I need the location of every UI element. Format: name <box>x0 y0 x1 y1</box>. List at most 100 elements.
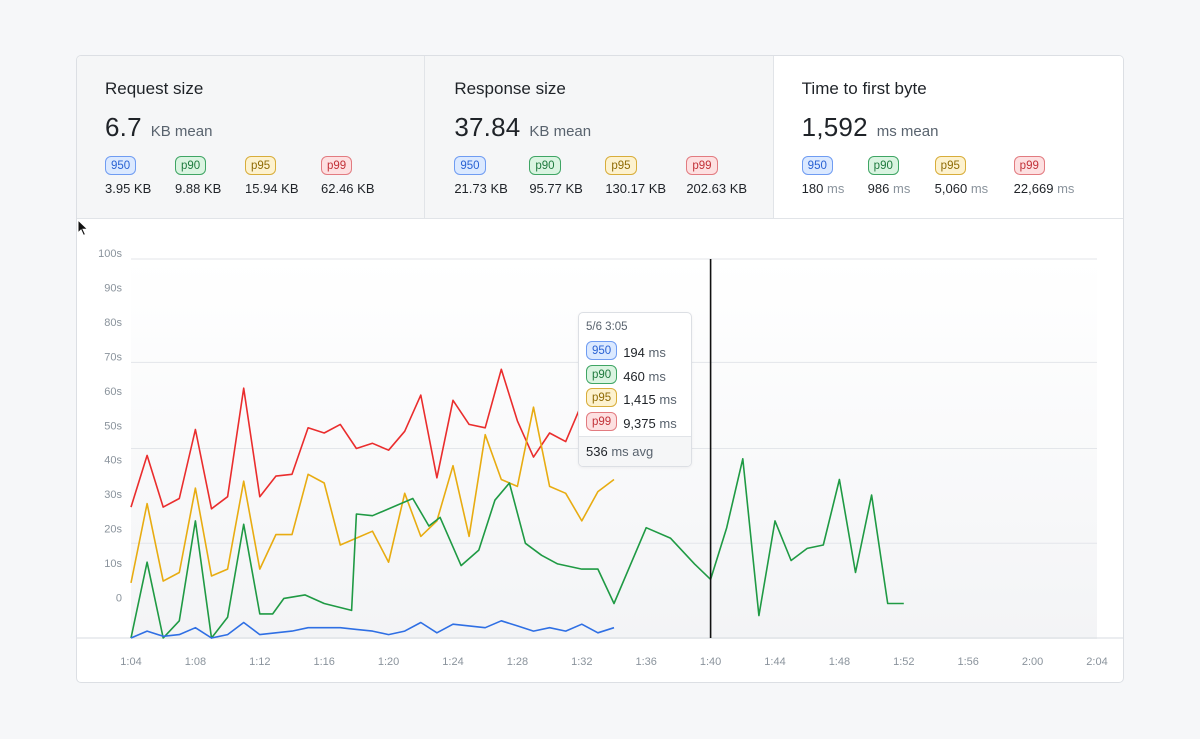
percentile-p90: p90 986 ms <box>867 156 935 196</box>
series-line-950[interactable] <box>130 619 615 639</box>
tooltip-average: 536 ms avg <box>579 436 691 466</box>
x-tick-label: 1:36 <box>635 656 656 668</box>
percentile-p99: p99 202.63 KB <box>686 156 747 196</box>
y-tick-label: 10s <box>104 558 122 570</box>
tooltip-value: 460 <box>623 368 645 384</box>
badge-p50: 950 <box>454 156 486 175</box>
percentile-p90: p90 9.88 KB <box>175 156 245 196</box>
percentile-value: 180 <box>801 181 824 196</box>
tooltip-unit: ms <box>659 415 677 431</box>
stats-row: Request size 6.7 KB mean 950 3.95 KB p90… <box>77 56 1123 219</box>
tooltip-value: 9,375 <box>623 415 656 431</box>
tooltip-unit: ms <box>648 345 666 361</box>
badge-p99: p99 <box>586 411 618 431</box>
badge-p95: p95 <box>934 156 966 175</box>
percentile-unit: ms <box>1057 181 1075 196</box>
percentile-p50: 950 180 ms <box>801 156 868 196</box>
badge-p50: 950 <box>105 156 137 175</box>
chart-tooltip: 5/6 3:05 950 194 ms p90 460 ms p95 1,415… <box>578 312 692 467</box>
stat-title: Request size <box>105 79 204 98</box>
x-tick-label: 1:28 <box>507 656 528 668</box>
stat-request-size[interactable]: Request size 6.7 KB mean 950 3.95 KB p90… <box>77 56 426 218</box>
tooltip-unit: ms <box>648 368 666 384</box>
badge-p95: p95 <box>605 156 637 175</box>
percentile-value: 202.63 KB <box>686 181 748 196</box>
x-tick-label: 1:44 <box>764 656 785 668</box>
tooltip-row-p50: 950 194 ms <box>579 341 691 365</box>
x-tick-label: 1:16 <box>313 656 334 668</box>
y-tick-label: 60s <box>104 386 122 398</box>
x-tick-label: 1:20 <box>378 656 399 668</box>
mouse-cursor-icon <box>77 219 89 237</box>
y-tick-label: 20s <box>104 524 122 536</box>
y-tick-label: 100s <box>98 248 122 260</box>
y-tick-label: 70s <box>104 351 122 363</box>
percentile-value: 3.95 KB <box>105 181 152 196</box>
badge-p90: p90 <box>175 156 207 175</box>
badge-p90: p90 <box>867 156 899 175</box>
badge-p99: p99 <box>321 156 353 175</box>
stat-title: Time to first byte <box>801 79 927 98</box>
y-tick-label: 80s <box>104 317 122 329</box>
stat-value: 1,592 <box>801 112 868 142</box>
percentile-p95: p95 15.94 KB <box>245 156 321 196</box>
stat-value: 37.84 <box>454 112 521 142</box>
tooltip-row-p95: p95 1,415 ms <box>579 388 691 412</box>
percentile-p99: p99 22,669 ms <box>1013 156 1075 196</box>
tooltip-date: 5/6 3:05 <box>586 321 628 333</box>
stat-unit: KB mean <box>529 123 592 140</box>
percentile-p50: 950 3.95 KB <box>105 156 175 196</box>
percentile-value: 986 <box>867 181 890 196</box>
tooltip-unit: ms <box>659 392 677 408</box>
x-tick-label: 1:08 <box>185 656 206 668</box>
stat-title: Response size <box>454 79 566 98</box>
y-tick-label: 30s <box>104 489 122 501</box>
tooltip-avg-unit: ms avg <box>611 444 654 459</box>
chart-area[interactable]: 100s 90s 80s 70s 60s 50s 40s 30s 20s 10s 0 1:04 1:0… <box>77 219 1123 682</box>
series-line-p99[interactable] <box>130 368 615 510</box>
percentile-p95: p95 130.17 KB <box>605 156 686 196</box>
percentile-value: 22,669 <box>1013 181 1054 196</box>
percentile-unit: ms <box>827 181 845 196</box>
tooltip-avg-value: 536 <box>586 444 608 459</box>
tooltip-value: 194 <box>623 345 645 361</box>
x-tick-label: 1:04 <box>120 656 141 668</box>
stat-unit: KB mean <box>150 123 213 140</box>
series-line-p95[interactable] <box>130 406 615 584</box>
percentile-value: 21.73 KB <box>454 181 508 196</box>
y-tick-label: 90s <box>104 282 122 294</box>
x-tick-label: 2:00 <box>1022 656 1043 668</box>
percentile-p90: p90 95.77 KB <box>529 156 605 196</box>
y-tick-label: 40s <box>104 455 122 467</box>
badge-p95: p95 <box>245 156 277 175</box>
stat-unit: ms mean <box>876 123 939 140</box>
badge-p99: p99 <box>686 156 718 175</box>
x-tick-label: 1:52 <box>893 656 914 668</box>
y-tick-label: 50s <box>104 420 122 432</box>
tooltip-row-p99: p99 9,375 ms <box>579 411 691 436</box>
percentile-unit: ms <box>970 181 989 196</box>
x-tick-label: 1:24 <box>442 656 463 668</box>
badge-p50: 950 <box>586 341 618 360</box>
metrics-card: Request size 6.7 KB mean 950 3.95 KB p90… <box>76 55 1124 683</box>
series-line-p90[interactable] <box>130 458 904 639</box>
badge-p95: p95 <box>586 388 618 407</box>
percentile-value: 130.17 KB <box>605 181 667 196</box>
tooltip-value: 1,415 <box>623 392 656 408</box>
badge-p99: p99 <box>1013 156 1045 175</box>
x-tick-label: 1:32 <box>571 656 592 668</box>
badge-p50: 950 <box>801 156 833 175</box>
stat-response-size[interactable]: Response size 37.84 KB mean 950 21.73 KB… <box>425 56 774 218</box>
percentile-value: 95.77 KB <box>529 181 583 196</box>
percentile-p95: p95 5,060 ms <box>934 156 1014 196</box>
x-tick-label: 1:12 <box>249 656 270 668</box>
stat-value: 6.7 <box>105 112 142 142</box>
x-tick-label: 1:56 <box>957 656 978 668</box>
badge-p90: p90 <box>586 364 618 384</box>
percentile-p99: p99 62.46 KB <box>321 156 375 196</box>
percentile-value: 62.46 KB <box>321 181 375 196</box>
x-tick-label: 1:48 <box>829 656 850 668</box>
percentile-value: 5,060 <box>934 181 968 196</box>
stat-time-to-first-byte[interactable]: Time to first byte 1,592 ms mean 950 180… <box>773 56 1123 218</box>
tooltip-row-p90: p90 460 ms <box>579 364 691 389</box>
